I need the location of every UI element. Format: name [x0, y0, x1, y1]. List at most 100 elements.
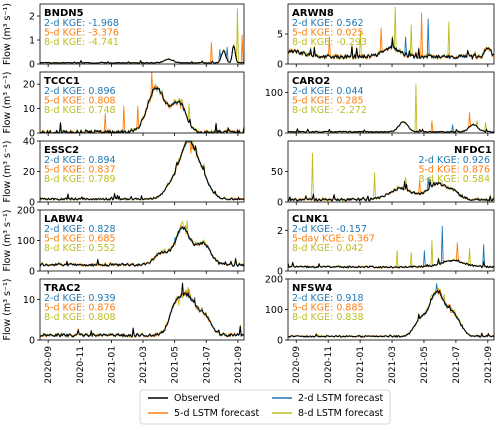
- kge-label: 5-d KGE: 0.837: [44, 165, 116, 176]
- kge-label: 2-d KGE: 0.918: [292, 293, 364, 304]
- kge-label: 5-d KGE: 0.876: [44, 303, 116, 314]
- y-axis-label: Flow (m³ s⁻¹): [2, 3, 13, 65]
- y-tick-label: 0: [277, 129, 283, 140]
- station-label: TRAC2: [44, 283, 81, 294]
- panel-frame: [39, 3, 245, 65]
- y-tick-label: 10: [23, 104, 35, 115]
- station-label: NFDC1: [454, 145, 492, 156]
- plot-area: [40, 72, 244, 133]
- x-tick-label: 2020-09: [292, 346, 302, 384]
- y-tick-label: 10: [23, 295, 35, 306]
- plot-area: [288, 72, 494, 133]
- panel-trac2: 0 10 2020-09 2020-11 2021-01 2021-03 2021-05 20…: [2, 279, 245, 384]
- kge-label: 8-d KGE: 0.042: [292, 243, 364, 254]
- kge-label: 2-d KGE: 0.562: [292, 18, 364, 29]
- x-tick-label: 2021-03: [139, 346, 149, 384]
- kge-label: 5-d KGE: 0.876: [418, 165, 490, 176]
- y-tick-label: 20: [23, 80, 35, 91]
- kge-label: 8-d KGE: -2.272: [292, 105, 367, 116]
- series-observed-line: [287, 290, 495, 338]
- kge-label: 2-d KGE: 0.939: [44, 293, 116, 304]
- y-axis-label: Flow (m³ s⁻¹): [2, 141, 13, 203]
- x-tick-label: 2020-09: [44, 346, 54, 384]
- plot-area: [40, 210, 244, 271]
- kge-label: 2-d KGE: 0.896: [44, 86, 116, 97]
- legend-label-lstm2: 2-d LSTM forecast: [298, 393, 384, 404]
- x-tick-label: 2021-09: [234, 346, 244, 384]
- series-observed-line: [287, 258, 495, 269]
- station-label: NFSW4: [292, 283, 332, 294]
- panel-frame: [39, 71, 245, 134]
- legend: Observed 2-d LSTM forecast 5-d LSTM foreca…: [139, 389, 391, 425]
- y-tick-label: 20: [23, 167, 35, 178]
- x-tick-label: 2021-01: [356, 346, 366, 384]
- y-tick-label: 0: [277, 60, 283, 71]
- station-label: TCCC1: [44, 76, 80, 87]
- x-tick-label: 2021-01: [107, 346, 117, 384]
- kge-label: 8-d KGE: 0.552: [44, 243, 116, 254]
- plot-area: [40, 141, 244, 202]
- plot-area: [288, 210, 494, 271]
- kge-label: 8-d KGE: -4.741: [44, 37, 119, 48]
- kge-label: 8-d KGE: 0.748: [44, 105, 116, 116]
- kge-label: 2-d KGE: 0.926: [418, 155, 490, 166]
- series-observed-line: [39, 282, 245, 338]
- station-label: ARWN8: [292, 8, 334, 19]
- kge-label: 2-d KGE: -1.968: [44, 18, 119, 29]
- legend-label-observed: Observed: [174, 393, 220, 404]
- y-tick-label: 0: [277, 267, 283, 278]
- panel-frame: [287, 209, 495, 272]
- series-observed-line: [287, 179, 495, 202]
- y-tick-label: 200: [17, 206, 35, 217]
- x-tick-label: 2021-09: [484, 346, 494, 384]
- legend-label-lstm5: 5-d LSTM forecast: [174, 408, 260, 419]
- kge-label: 2-d KGE: -0.157: [292, 224, 367, 235]
- panel-nfsw4: 0 100 200 2020-09 2020-11 2021-01 2021-03 2021-…: [265, 275, 495, 384]
- y-tick-label: 2: [29, 12, 35, 23]
- kge-label: 5-d KGE: 0.285: [292, 96, 364, 107]
- kge-label: 8-d KGE: 0.808: [44, 312, 116, 323]
- station-label: CLNK1: [292, 214, 329, 225]
- y-tick-label: 200: [265, 275, 283, 286]
- kge-label: 5-d KGE: 0.685: [44, 234, 116, 245]
- station-label: CARO2: [292, 76, 330, 87]
- y-axis-label: Flow (m³ s⁻¹): [2, 210, 13, 272]
- legend-label-lstm8: 8-d LSTM forecast: [298, 408, 384, 419]
- plot-area: [288, 4, 494, 64]
- station-label: ESSC2: [44, 145, 79, 156]
- kge-label: 8-d KGE: 0.789: [44, 174, 116, 185]
- kge-label: 2-d KGE: 0.828: [44, 224, 116, 235]
- kge-label: 5-d KGE: 0.808: [44, 96, 116, 107]
- y-tick-label: 0: [277, 336, 283, 347]
- y-tick-label: 0: [29, 336, 35, 347]
- series-observed-line: [287, 37, 495, 60]
- kge-label: 5-d KGE: 0.885: [292, 303, 364, 314]
- y-tick-label: 100: [265, 88, 283, 99]
- kge-label: 5-d KGE: -3.376: [44, 28, 119, 39]
- series-observed-line: [39, 226, 245, 267]
- y-tick-label: 0: [29, 60, 35, 71]
- x-tick-label: 2021-05: [171, 346, 181, 384]
- x-tick-label: 2021-03: [388, 346, 398, 384]
- kge-label: 8-d KGE: 0.838: [292, 312, 364, 323]
- station-label: BNDN5: [44, 8, 84, 19]
- x-tick-label: 2020-11: [324, 346, 334, 384]
- kge-label: 5-d KGE: 0.025: [292, 28, 364, 39]
- series-observed-line: [287, 121, 495, 133]
- y-tick-label: 0: [29, 267, 35, 278]
- x-tick-label: 2021-07: [202, 346, 212, 384]
- y-tick-label: 2: [277, 226, 283, 237]
- legend-box: [139, 389, 391, 425]
- y-tick-label: 0: [277, 198, 283, 209]
- station-label: LABW4: [44, 214, 83, 225]
- x-tick-label: 2021-07: [452, 346, 462, 384]
- y-tick-label: 50: [271, 167, 283, 178]
- kge-label: 2-d KGE: 0.894: [44, 155, 116, 166]
- y-tick-label: 100: [265, 305, 283, 316]
